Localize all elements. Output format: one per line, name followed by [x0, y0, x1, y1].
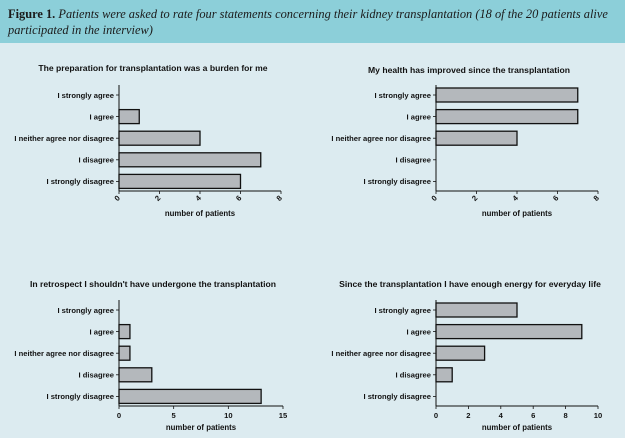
category-label: I agree	[407, 327, 431, 336]
category-label: I neither agree nor disagree	[14, 349, 114, 358]
x-tick-label: 0	[117, 411, 121, 420]
x-tick-label: 6	[234, 194, 243, 203]
x-tick-label: 2	[466, 411, 470, 420]
bar	[118, 173, 242, 190]
bar	[435, 323, 583, 340]
category-label: I neither agree nor disagree	[14, 134, 114, 143]
category-label: I neither agree nor disagree	[331, 134, 431, 143]
category-label: I strongly disagree	[46, 177, 114, 186]
category-label: I agree	[90, 327, 114, 336]
category-label: I strongly disagree	[46, 392, 114, 401]
x-tick-label: 8	[275, 194, 284, 203]
bar	[435, 130, 518, 146]
x-tick-label: 8	[592, 194, 601, 203]
x-tick-label: 5	[172, 411, 177, 420]
bar	[435, 302, 518, 318]
chart-title: Since the transplantation I have enough …	[339, 279, 601, 289]
bar	[118, 152, 262, 168]
bar	[435, 345, 486, 361]
chart-title: The preparation for transplantation was …	[38, 63, 267, 73]
x-tick-label: 10	[594, 411, 602, 420]
figure-caption-text: Patients were asked to rate four stateme…	[8, 7, 608, 37]
category-label: I strongly agree	[374, 306, 431, 315]
category-label: I disagree	[396, 156, 431, 165]
bar	[118, 388, 262, 405]
bar	[118, 323, 131, 340]
category-label: I neither agree nor disagree	[331, 349, 431, 358]
bar	[118, 130, 201, 146]
category-label: I disagree	[79, 156, 114, 165]
chart-panel-4: Since the transplantation I have enough …	[331, 279, 602, 432]
chart-title: In retrospect I shouldn't have undergone…	[30, 279, 276, 289]
chart-panel-1: The preparation for transplantation was …	[14, 63, 284, 218]
x-axis-label: number of patients	[166, 423, 237, 432]
figure-label: Figure 1.	[8, 7, 56, 21]
category-label: I strongly disagree	[363, 392, 431, 401]
x-tick-label: 0	[113, 194, 122, 203]
category-label: I strongly agree	[57, 306, 114, 315]
x-axis-label: number of patients	[482, 209, 553, 218]
chart-title: My health has improved since the transpl…	[368, 65, 570, 75]
category-label: I disagree	[396, 371, 431, 380]
x-axis-label: number of patients	[165, 209, 236, 218]
x-tick-label: 4	[499, 411, 504, 420]
category-label: I strongly agree	[57, 91, 114, 100]
x-axis-label: number of patients	[482, 423, 553, 432]
bar	[435, 87, 579, 103]
bar	[118, 108, 140, 125]
x-tick-label: 15	[279, 411, 288, 420]
bar	[435, 367, 453, 383]
category-label: I agree	[407, 112, 431, 121]
figure-caption: Figure 1. Patients were asked to rate fo…	[0, 0, 625, 43]
chart-panel-2: My health has improved since the transpl…	[331, 65, 601, 218]
bar	[435, 108, 579, 125]
category-label: I strongly disagree	[363, 177, 431, 186]
category-label: I disagree	[79, 371, 114, 380]
x-tick-label: 2	[153, 194, 162, 203]
chart-panel-3: In retrospect I shouldn't have undergone…	[14, 279, 288, 432]
bar	[118, 367, 153, 383]
x-tick-label: 0	[430, 194, 439, 203]
x-tick-label: 6	[551, 194, 560, 203]
x-tick-label: 0	[434, 411, 438, 420]
category-label: I strongly agree	[374, 91, 431, 100]
x-tick-label: 10	[224, 411, 232, 420]
x-tick-label: 4	[511, 193, 521, 203]
category-label: I agree	[90, 112, 114, 121]
x-tick-label: 6	[531, 411, 535, 420]
bar	[118, 345, 131, 361]
x-tick-label: 4	[194, 193, 204, 203]
x-tick-label: 2	[470, 194, 479, 203]
x-tick-label: 8	[563, 411, 567, 420]
